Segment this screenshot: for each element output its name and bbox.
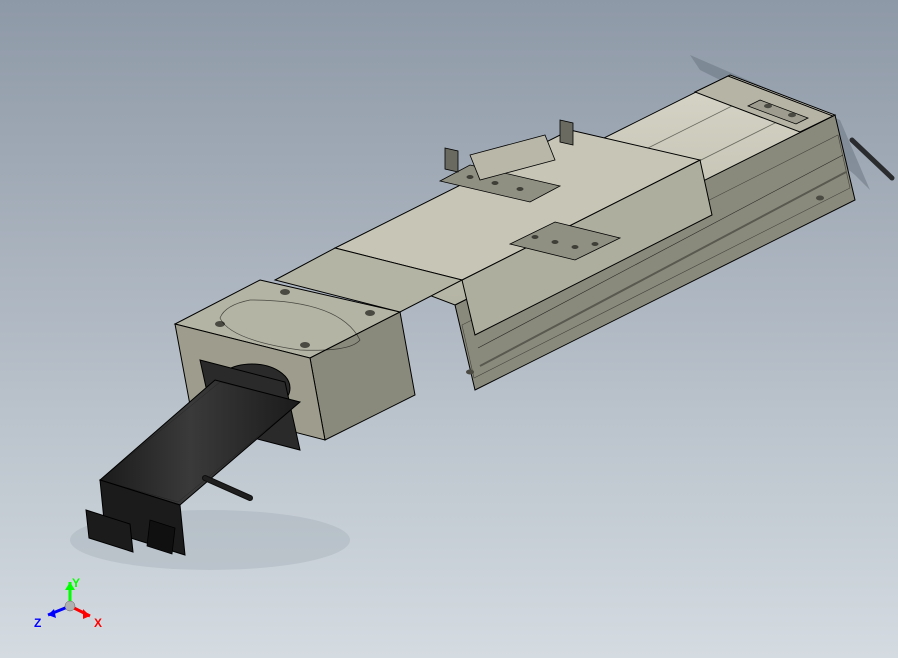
axis-label-z: Z bbox=[34, 616, 41, 630]
triad-svg bbox=[30, 566, 110, 646]
cad-viewport[interactable]: Y X Z bbox=[0, 0, 898, 658]
axis-label-y: Y bbox=[72, 576, 80, 590]
model-render bbox=[0, 0, 898, 658]
orientation-triad[interactable]: Y X Z bbox=[30, 566, 110, 646]
triad-origin bbox=[65, 601, 75, 611]
axis-label-x: X bbox=[94, 616, 102, 630]
